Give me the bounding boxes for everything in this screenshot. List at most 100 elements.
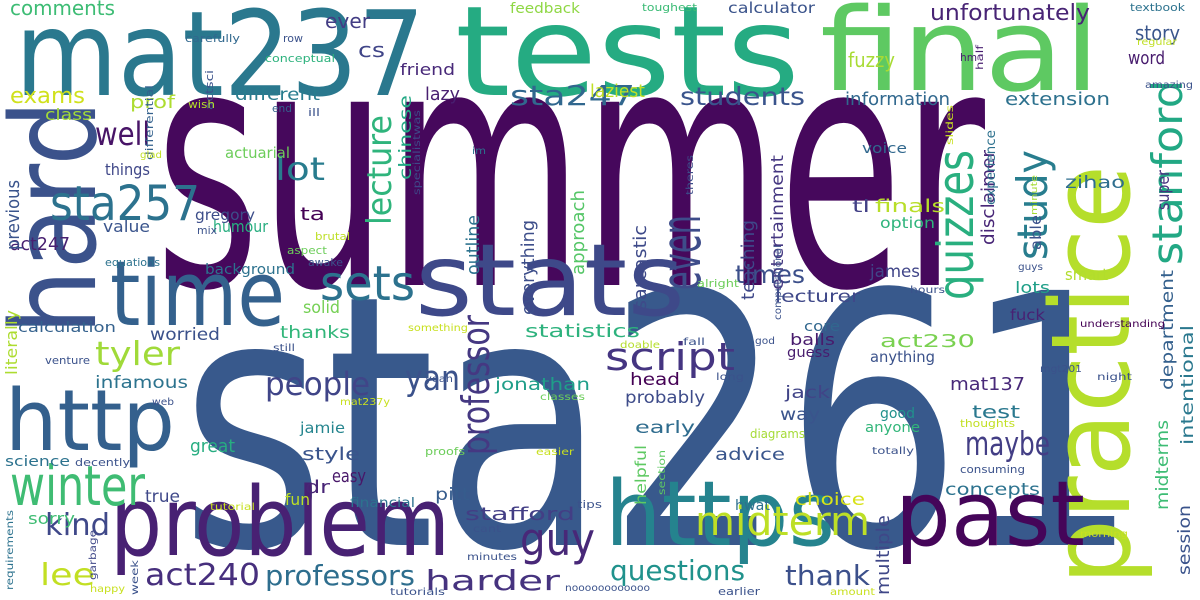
word: chinese bbox=[396, 95, 416, 180]
word: consuming bbox=[960, 463, 1025, 476]
word: computational bbox=[773, 245, 784, 320]
word: decently bbox=[75, 456, 131, 469]
word: pitt bbox=[435, 485, 470, 505]
word: advice bbox=[715, 445, 785, 465]
word: statistics bbox=[525, 321, 640, 342]
word: act230 bbox=[880, 331, 975, 352]
word: ta bbox=[300, 204, 325, 225]
word: week bbox=[130, 560, 141, 595]
word: style bbox=[302, 444, 360, 465]
word: mat237y bbox=[340, 397, 390, 408]
word: friend bbox=[400, 60, 455, 79]
word: sorry bbox=[28, 509, 75, 528]
word: section bbox=[657, 450, 668, 495]
word: solid bbox=[303, 298, 340, 318]
word: humour bbox=[213, 217, 268, 236]
word: sets bbox=[320, 256, 415, 312]
word: web bbox=[152, 397, 174, 408]
word: amazing bbox=[1145, 80, 1193, 91]
word: hwat bbox=[735, 498, 771, 514]
word: good bbox=[880, 406, 915, 422]
word: lecturer bbox=[775, 287, 860, 307]
word: fuzzy bbox=[848, 48, 895, 72]
word: mat137 bbox=[950, 374, 1025, 395]
word: sta247 bbox=[510, 79, 635, 112]
word: actuarial bbox=[225, 144, 290, 162]
word: multiple bbox=[873, 515, 894, 595]
word: great bbox=[190, 436, 235, 457]
word: financial bbox=[350, 496, 415, 511]
word: test bbox=[972, 402, 1020, 423]
word: toughest bbox=[642, 1, 698, 14]
word: lazy bbox=[425, 84, 460, 105]
word: venture bbox=[45, 354, 90, 367]
word: half bbox=[975, 44, 986, 70]
word: row bbox=[283, 32, 303, 45]
word: script bbox=[605, 335, 735, 379]
word: act240 bbox=[145, 558, 260, 593]
word: jack bbox=[784, 383, 830, 403]
word: sta261 bbox=[180, 220, 1140, 600]
word: something bbox=[408, 323, 468, 334]
word: comments bbox=[10, 0, 115, 20]
word: times bbox=[735, 260, 805, 289]
word: minutes bbox=[467, 552, 517, 563]
word: session bbox=[1175, 505, 1195, 575]
word: dr bbox=[305, 477, 331, 498]
word: ill bbox=[308, 106, 320, 119]
word: well bbox=[95, 115, 150, 153]
word: hm bbox=[960, 51, 977, 64]
word: doable bbox=[620, 340, 660, 351]
word: practice bbox=[1027, 165, 1155, 585]
word: quizzes bbox=[927, 150, 985, 300]
word: mgt201 bbox=[1040, 364, 1082, 375]
word: fuck bbox=[1010, 306, 1045, 324]
word: tl bbox=[852, 197, 870, 217]
word: cant bbox=[473, 524, 501, 535]
word: sarcastic bbox=[630, 225, 651, 310]
word: concepts bbox=[945, 480, 1040, 500]
word: jamie bbox=[299, 419, 345, 437]
word: lee bbox=[40, 558, 95, 593]
word: tyler bbox=[95, 334, 180, 373]
word: noooooooooooo bbox=[565, 583, 650, 594]
word: teaching bbox=[738, 220, 759, 300]
word: summer bbox=[155, 0, 987, 365]
word: outline bbox=[463, 215, 484, 275]
word: glad bbox=[140, 150, 162, 161]
word: way bbox=[780, 405, 820, 425]
word: different bbox=[235, 85, 320, 105]
word: mix bbox=[197, 224, 217, 237]
word: proofs bbox=[425, 445, 465, 458]
word: story bbox=[1135, 21, 1180, 45]
word: conceptual bbox=[265, 52, 335, 65]
word: awake bbox=[308, 256, 343, 269]
word: voice bbox=[862, 141, 907, 157]
word: slides bbox=[945, 105, 956, 145]
word: https bbox=[605, 462, 835, 567]
word: value bbox=[103, 217, 150, 236]
word: garbage bbox=[88, 530, 99, 580]
word: yeah bbox=[425, 374, 453, 385]
word: true bbox=[145, 487, 180, 507]
word: thank bbox=[785, 559, 871, 592]
word: calculation bbox=[18, 320, 116, 336]
word: entertainment bbox=[768, 155, 788, 290]
word: http bbox=[5, 372, 175, 471]
word: yan bbox=[405, 359, 460, 399]
word: department bbox=[1158, 270, 1178, 390]
word: previous bbox=[3, 180, 24, 250]
word: midterms bbox=[1153, 420, 1173, 510]
word: thanks bbox=[280, 323, 350, 343]
word: balls bbox=[790, 330, 835, 349]
word: tips bbox=[577, 498, 602, 511]
word: ever bbox=[325, 9, 371, 33]
word: students bbox=[680, 82, 805, 111]
word: fun bbox=[285, 490, 310, 509]
word: actsci bbox=[203, 70, 216, 110]
word: problem bbox=[110, 468, 450, 578]
word: tutorial bbox=[210, 502, 255, 513]
